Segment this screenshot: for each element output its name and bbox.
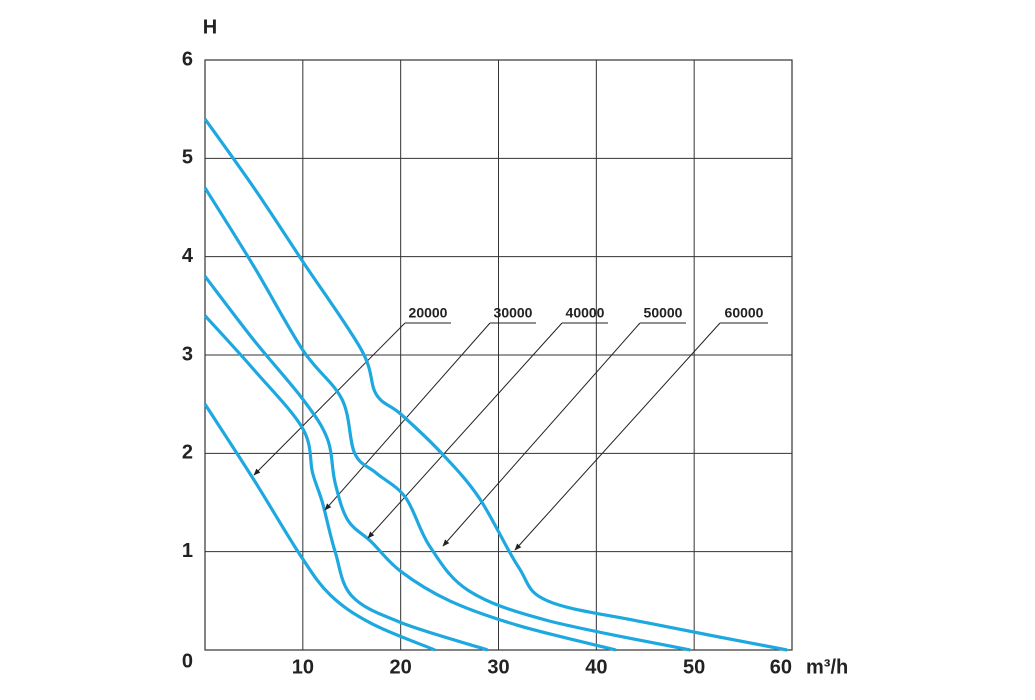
legend-label: 30000: [494, 305, 533, 321]
legend-label: 60000: [725, 305, 764, 321]
curve: [203, 403, 436, 652]
x-tick-label: 20: [390, 656, 412, 678]
x-tick-label: 40: [585, 656, 607, 678]
curve: [203, 314, 489, 652]
annotation-leader: [514, 322, 721, 551]
y-tick-label: 6: [182, 48, 193, 70]
y-tick-label: 0: [182, 650, 193, 672]
annotation-leader: [253, 322, 406, 476]
curve: [203, 186, 691, 652]
y-tick-label: 4: [182, 245, 194, 267]
annotation-leader: [367, 322, 563, 539]
curve: [203, 275, 617, 652]
y-tick-label: 5: [182, 147, 193, 169]
x-tick-label: 10: [292, 656, 314, 678]
annotation-leader: [324, 322, 491, 511]
y-tick-label: 3: [182, 343, 193, 365]
annotation-leader: [442, 322, 641, 547]
x-tick-label: 60: [770, 656, 792, 678]
legend-label: 20000: [409, 305, 448, 321]
x-tick-label: 30: [487, 656, 509, 678]
y-tick-label: 1: [182, 540, 193, 562]
x-axis-label: m³/h: [806, 656, 848, 678]
legend-label: 40000: [566, 305, 605, 321]
x-tick-label: 50: [683, 656, 705, 678]
y-axis-label: H: [203, 16, 217, 38]
y-tick-label: 2: [182, 442, 193, 464]
legend-label: 50000: [644, 305, 683, 321]
curve: [203, 118, 788, 652]
